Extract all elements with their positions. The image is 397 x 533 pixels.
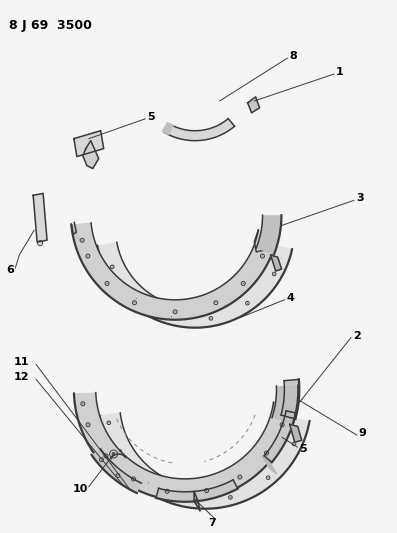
Circle shape bbox=[112, 266, 113, 268]
Text: 2: 2 bbox=[353, 330, 360, 341]
Circle shape bbox=[113, 454, 114, 455]
Circle shape bbox=[210, 318, 211, 319]
Circle shape bbox=[230, 497, 231, 498]
Text: 12: 12 bbox=[13, 373, 29, 382]
Circle shape bbox=[82, 240, 83, 241]
Polygon shape bbox=[71, 224, 78, 240]
Circle shape bbox=[206, 490, 207, 491]
Polygon shape bbox=[248, 97, 260, 113]
Polygon shape bbox=[164, 119, 235, 141]
Text: 7: 7 bbox=[208, 518, 216, 528]
Polygon shape bbox=[97, 242, 292, 328]
Circle shape bbox=[134, 302, 135, 303]
Text: 3: 3 bbox=[356, 193, 364, 204]
Text: 6: 6 bbox=[6, 265, 14, 275]
Text: 1: 1 bbox=[336, 67, 344, 77]
Circle shape bbox=[266, 453, 267, 454]
Text: 5: 5 bbox=[299, 444, 307, 454]
Circle shape bbox=[148, 482, 149, 483]
Circle shape bbox=[247, 303, 248, 304]
Circle shape bbox=[239, 477, 240, 478]
Polygon shape bbox=[194, 491, 200, 511]
Circle shape bbox=[106, 283, 108, 284]
Polygon shape bbox=[256, 215, 281, 255]
Polygon shape bbox=[156, 480, 238, 502]
Circle shape bbox=[113, 454, 114, 455]
Circle shape bbox=[119, 451, 120, 452]
Circle shape bbox=[171, 316, 172, 317]
Circle shape bbox=[167, 491, 168, 492]
Circle shape bbox=[101, 459, 102, 460]
Text: 8: 8 bbox=[289, 51, 297, 61]
Polygon shape bbox=[100, 413, 310, 508]
Polygon shape bbox=[74, 392, 295, 501]
Text: 10: 10 bbox=[73, 484, 88, 494]
Text: 11: 11 bbox=[13, 358, 29, 367]
Circle shape bbox=[108, 422, 109, 423]
Text: 9: 9 bbox=[359, 428, 367, 438]
Circle shape bbox=[87, 255, 89, 256]
Circle shape bbox=[133, 479, 134, 480]
Circle shape bbox=[82, 403, 83, 404]
Circle shape bbox=[136, 298, 137, 299]
Circle shape bbox=[274, 273, 275, 274]
Polygon shape bbox=[162, 123, 173, 134]
Circle shape bbox=[243, 283, 244, 284]
Polygon shape bbox=[74, 131, 104, 157]
Text: 8 J 69  3500: 8 J 69 3500 bbox=[10, 19, 92, 33]
Polygon shape bbox=[290, 424, 302, 442]
Circle shape bbox=[88, 424, 89, 425]
Polygon shape bbox=[262, 456, 277, 474]
Polygon shape bbox=[83, 141, 99, 168]
Text: 5: 5 bbox=[147, 112, 155, 122]
Polygon shape bbox=[264, 411, 296, 462]
Circle shape bbox=[281, 424, 283, 425]
Polygon shape bbox=[71, 223, 278, 320]
Polygon shape bbox=[92, 449, 141, 493]
Text: 4: 4 bbox=[286, 293, 294, 303]
Polygon shape bbox=[272, 385, 298, 424]
Circle shape bbox=[196, 500, 197, 502]
Polygon shape bbox=[281, 379, 299, 419]
Polygon shape bbox=[33, 193, 47, 242]
Circle shape bbox=[268, 477, 269, 478]
Circle shape bbox=[262, 255, 263, 256]
Circle shape bbox=[293, 443, 295, 445]
Circle shape bbox=[187, 499, 189, 500]
Polygon shape bbox=[271, 255, 281, 271]
